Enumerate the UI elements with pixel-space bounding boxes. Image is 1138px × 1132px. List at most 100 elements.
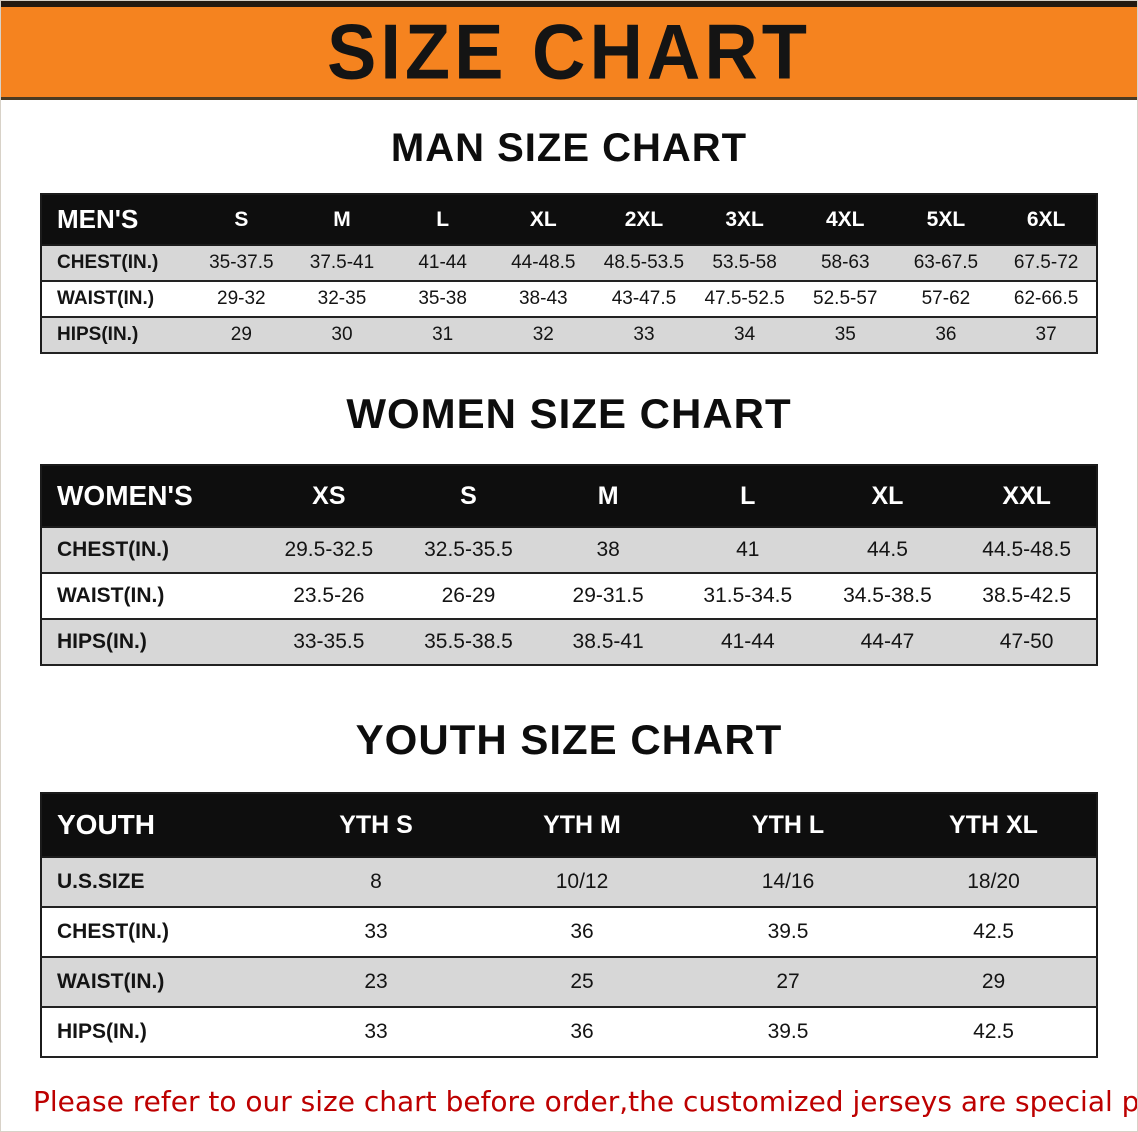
size-column-header: XL	[817, 464, 958, 528]
banner: SIZE CHART	[1, 1, 1137, 100]
measurement-row: WAIST(IN.) 29-32 32-35 35-38 38-43 43-47.5 47.…	[41, 280, 1097, 318]
size-value-cell: 44-47	[817, 618, 958, 666]
size-value-cell: 34.5-38.5	[817, 572, 958, 620]
footer-note-line-2: we don't accept cancel, change, teturn o…	[33, 1125, 1127, 1131]
size-value-cell: 37.5-41	[291, 244, 393, 282]
size-value-cell: 35.5-38.5	[398, 618, 539, 666]
size-value-cell: 67.5-72	[996, 244, 1097, 282]
size-column-header: S	[398, 464, 539, 528]
size-value-cell: 58-63	[794, 244, 896, 282]
size-column-header: YTH S	[273, 792, 479, 858]
size-column-header: M	[538, 464, 678, 528]
size-value-cell: 44.5-48.5	[957, 526, 1097, 574]
size-value-cell: 52.5-57	[794, 280, 896, 318]
size-value-cell: 53.5-58	[694, 244, 795, 282]
size-value-cell: 29-32	[191, 280, 292, 318]
size-column-header: L	[677, 464, 818, 528]
size-column-header: 4XL	[794, 193, 896, 246]
size-column-header: 3XL	[694, 193, 795, 246]
size-value-cell: 47-50	[957, 618, 1097, 666]
size-value-cell: 36	[479, 906, 685, 958]
size-value-cell: 41-44	[677, 618, 818, 666]
youth-size-table: YOUTH YTH S YTH M YTH L YTH XL U.S.SIZE 8 10/1…	[40, 792, 1098, 1058]
size-value-cell: 29	[191, 316, 292, 354]
size-value-cell: 63-67.5	[895, 244, 997, 282]
row-label: WAIST(IN.)	[41, 280, 191, 318]
size-value-cell: 33	[273, 906, 479, 958]
size-value-cell: 29	[891, 956, 1097, 1008]
size-column-header: YTH L	[685, 792, 891, 858]
measurement-row: WAIST(IN.) 23.5-26 26-29 29-31.5 31.5-34.5 34…	[41, 572, 1097, 620]
row-label: CHEST(IN.)	[41, 526, 259, 574]
size-column-header: M	[291, 193, 393, 246]
size-value-cell: 44-48.5	[492, 244, 594, 282]
size-value-cell: 32-35	[291, 280, 393, 318]
table-header-row: YOUTH YTH S YTH M YTH L YTH XL	[41, 792, 1097, 858]
size-value-cell: 29.5-32.5	[259, 526, 399, 574]
row-label: HIPS(IN.)	[41, 316, 191, 354]
size-value-cell: 18/20	[891, 856, 1097, 908]
table-title-cell: YOUTH	[41, 792, 273, 858]
size-column-header: 5XL	[895, 193, 997, 246]
size-value-cell: 33-35.5	[259, 618, 399, 666]
table-header-row: WOMEN'S XS S M L XL XXL	[41, 464, 1097, 528]
size-column-header: YTH M	[479, 792, 685, 858]
row-label: CHEST(IN.)	[41, 906, 273, 958]
size-value-cell: 39.5	[685, 906, 891, 958]
measurement-row: U.S.SIZE 8 10/12 14/16 18/20	[41, 856, 1097, 908]
size-value-cell: 8	[273, 856, 479, 908]
row-label: U.S.SIZE	[41, 856, 273, 908]
size-value-cell: 31.5-34.5	[677, 572, 818, 620]
size-value-cell: 41	[677, 526, 818, 574]
size-column-header: S	[191, 193, 292, 246]
size-column-header: XL	[492, 193, 594, 246]
size-column-header: L	[392, 193, 493, 246]
measurement-row: HIPS(IN.) 33 36 39.5 42.5	[41, 1006, 1097, 1058]
size-value-cell: 41-44	[392, 244, 493, 282]
size-value-cell: 39.5	[685, 1006, 891, 1058]
row-label: WAIST(IN.)	[41, 572, 259, 620]
size-value-cell: 42.5	[891, 1006, 1097, 1058]
footer-note-line-1: Please refer to our size chart before or…	[33, 1085, 1138, 1118]
youth-section-heading: YOUTH SIZE CHART	[355, 716, 783, 763]
row-label: WAIST(IN.)	[41, 956, 273, 1008]
size-value-cell: 25	[479, 956, 685, 1008]
size-value-cell: 23.5-26	[259, 572, 399, 620]
size-value-cell: 14/16	[685, 856, 891, 908]
section-men: MAN SIZE CHART MEN'S S M L XL 2XL 3XL 4XL 5XL 6XL…	[1, 126, 1137, 354]
measurement-row: HIPS(IN.) 33-35.5 35.5-38.5 38.5-41 41-44 44-…	[41, 618, 1097, 666]
size-column-header: YTH XL	[891, 792, 1097, 858]
section-youth: YOUTH SIZE CHART YOUTH YTH S YTH M YTH L YTH…	[1, 716, 1137, 1058]
row-label: HIPS(IN.)	[41, 618, 259, 666]
row-label: HIPS(IN.)	[41, 1006, 273, 1058]
men-section-heading: MAN SIZE CHART	[390, 126, 748, 170]
size-column-header: XXL	[957, 464, 1097, 528]
size-column-header: 6XL	[996, 193, 1097, 246]
footer-note: Please refer to our size chart before or…	[1, 1080, 1138, 1131]
size-value-cell: 27	[685, 956, 891, 1008]
size-value-cell: 32.5-35.5	[398, 526, 539, 574]
size-value-cell: 32	[492, 316, 594, 354]
size-value-cell: 48.5-53.5	[593, 244, 695, 282]
size-value-cell: 33	[593, 316, 695, 354]
size-value-cell: 35-37.5	[191, 244, 292, 282]
size-column-header: 2XL	[593, 193, 695, 246]
size-value-cell: 47.5-52.5	[694, 280, 795, 318]
size-value-cell: 31	[392, 316, 493, 354]
size-value-cell: 38	[538, 526, 678, 574]
table-header-row: MEN'S S M L XL 2XL 3XL 4XL 5XL 6XL	[41, 193, 1097, 246]
size-value-cell: 33	[273, 1006, 479, 1058]
measurement-row: CHEST(IN.) 33 36 39.5 42.5	[41, 906, 1097, 958]
size-value-cell: 38.5-42.5	[957, 572, 1097, 620]
size-value-cell: 38-43	[492, 280, 594, 318]
size-value-cell: 57-62	[895, 280, 997, 318]
size-value-cell: 29-31.5	[538, 572, 678, 620]
measurement-row: WAIST(IN.) 23 25 27 29	[41, 956, 1097, 1008]
size-value-cell: 10/12	[479, 856, 685, 908]
size-value-cell: 37	[996, 316, 1097, 354]
size-column-header: XS	[259, 464, 399, 528]
size-value-cell: 42.5	[891, 906, 1097, 958]
size-value-cell: 35-38	[392, 280, 493, 318]
size-value-cell: 34	[694, 316, 795, 354]
